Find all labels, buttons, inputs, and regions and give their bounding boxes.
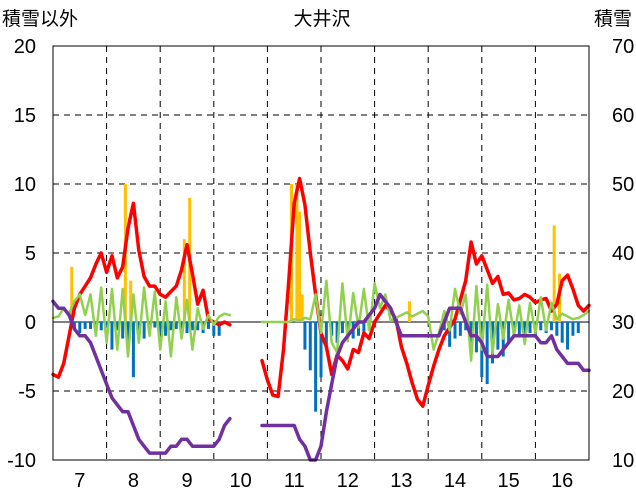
x-tick-label: 9: [181, 470, 192, 492]
bar: [453, 322, 457, 339]
x-tick-label: 11: [284, 470, 305, 492]
x-tick-label: 13: [390, 470, 412, 492]
bar: [448, 322, 452, 347]
bar: [206, 322, 210, 329]
bar: [303, 322, 307, 350]
left-tick-label: -5: [18, 381, 36, 403]
right-tick-label: 20: [612, 381, 634, 403]
line-series: [51, 176, 591, 462]
left-tick-label: 5: [25, 243, 36, 265]
bar: [99, 322, 103, 331]
bar: [110, 322, 114, 350]
left-axis-ticks: -10 -5 0 5 10 15 20: [7, 36, 36, 472]
bar: [105, 322, 109, 328]
left-tick-label: -10: [7, 450, 36, 472]
x-tick-label: 16: [551, 470, 573, 492]
bar: [552, 225, 556, 322]
series-line-0: [260, 176, 591, 408]
series-line-0: [51, 201, 232, 379]
x-axis-ticks: 7 8 9 10 11 12 13 14 15 16: [74, 470, 573, 492]
bar: [571, 322, 575, 336]
bar: [507, 322, 511, 343]
bar: [126, 322, 130, 350]
bar: [517, 322, 521, 336]
bar: [319, 322, 323, 378]
bar: [78, 322, 82, 334]
bar: [298, 211, 302, 322]
bar: [576, 322, 580, 334]
bar: [555, 322, 559, 336]
bar: [212, 322, 216, 336]
bar: [83, 322, 87, 329]
x-tick-label: 14: [444, 470, 466, 492]
bar: [182, 239, 186, 322]
left-tick-label: 0: [25, 312, 36, 334]
bar: [196, 322, 200, 331]
bar: [129, 280, 133, 322]
bar: [496, 322, 500, 350]
right-tick-label: 30: [612, 312, 634, 334]
bar: [523, 322, 527, 339]
right-tick-label: 50: [612, 174, 634, 196]
bar: [158, 322, 162, 334]
x-tick-label: 10: [229, 470, 251, 492]
bar: [300, 294, 304, 322]
left-tick-label: 10: [14, 174, 36, 196]
bar: [131, 322, 135, 378]
series-line-1: [260, 279, 591, 362]
x-tick-label: 7: [74, 470, 85, 492]
left-axis-title: 積雪以外: [2, 8, 79, 30]
right-tick-label: 60: [612, 105, 634, 127]
bar: [357, 322, 361, 336]
series-line-2: [260, 292, 591, 462]
bar: [121, 322, 125, 339]
bar: [458, 322, 462, 336]
bar: [190, 322, 194, 331]
right-tick-label: 70: [612, 36, 634, 58]
plot-frame: [52, 45, 590, 461]
bar: [549, 322, 553, 331]
bar: [89, 322, 93, 329]
bar: [314, 322, 318, 412]
bar: [362, 322, 366, 334]
bar: [164, 322, 168, 336]
bar: [539, 322, 543, 331]
x-tick-label: 15: [497, 470, 519, 492]
bar: [142, 322, 146, 339]
grid-lines: [53, 46, 589, 460]
bar: [169, 322, 173, 331]
right-axis-title: 積雪: [593, 8, 632, 30]
bar: [217, 322, 221, 336]
chart-title: 大井沢: [293, 8, 351, 30]
bar: [528, 322, 532, 334]
bar: [174, 322, 178, 329]
bar: [295, 184, 299, 322]
bar: [560, 322, 564, 343]
x-tick-label: 8: [128, 470, 139, 492]
right-tick-label: 10: [612, 450, 634, 472]
x-tick-label: 12: [337, 470, 359, 492]
left-tick-label: 20: [14, 36, 36, 58]
right-axis-ticks: 10 20 30 40 50 60 70: [612, 36, 634, 472]
bar: [153, 322, 157, 328]
bar: [407, 301, 411, 322]
bar: [566, 322, 570, 350]
series-line-1: [51, 286, 232, 358]
series-line-2: [51, 299, 232, 455]
right-tick-label: 40: [612, 243, 634, 265]
bar: [70, 266, 74, 322]
bar: [324, 322, 328, 350]
bar: [185, 322, 189, 334]
bar: [308, 322, 312, 371]
bar: [335, 322, 339, 343]
bar: [137, 322, 141, 334]
left-tick-label: 15: [14, 105, 36, 127]
bar: [180, 322, 184, 331]
bar: [340, 322, 344, 334]
bar: [115, 322, 119, 331]
